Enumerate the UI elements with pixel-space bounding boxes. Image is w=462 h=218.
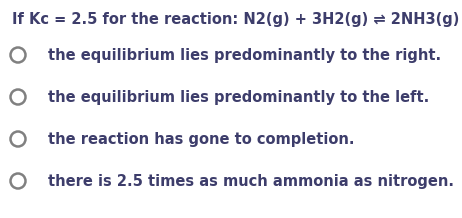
Text: If Kc = 2.5 for the reaction: N2(g) + 3H2(g) ⇌ 2NH3(g) then: If Kc = 2.5 for the reaction: N2(g) + 3H… <box>12 12 462 27</box>
Text: the equilibrium lies predominantly to the right.: the equilibrium lies predominantly to th… <box>48 48 441 63</box>
Text: the reaction has gone to completion.: the reaction has gone to completion. <box>48 131 354 146</box>
Text: the equilibrium lies predominantly to the left.: the equilibrium lies predominantly to th… <box>48 90 429 104</box>
Text: there is 2.5 times as much ammonia as nitrogen.: there is 2.5 times as much ammonia as ni… <box>48 174 454 189</box>
